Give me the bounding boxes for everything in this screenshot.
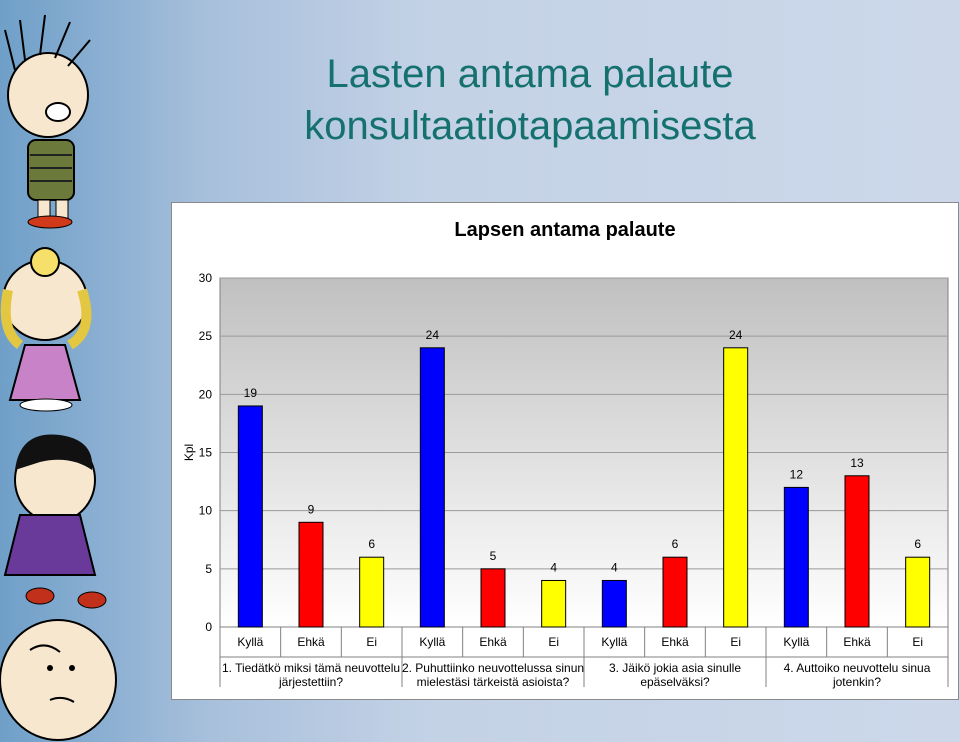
bar-value-label: 6 (672, 537, 679, 551)
bar-value-label: 24 (426, 328, 440, 342)
y-tick-label: 25 (199, 329, 213, 343)
category-tick-label: Kyllä (601, 635, 627, 649)
y-tick-label: 15 (199, 446, 213, 460)
category-tick-label: Ehkä (297, 635, 325, 649)
bar-value-label: 24 (729, 328, 743, 342)
bar-kyllä (601, 579, 627, 628)
group-label: mielestäsi tärkeistä asioista? (417, 675, 570, 689)
group-label: 3. Jäikö jokia asia sinulle (609, 661, 741, 675)
category-tick-label: Ehkä (479, 635, 507, 649)
bar-value-label: 19 (244, 386, 258, 400)
category-tick-label: Ei (366, 635, 377, 649)
bar-ehkä (298, 521, 324, 628)
bar-ehkä (844, 475, 870, 628)
y-tick-label: 10 (199, 504, 213, 518)
bar-chart: 0 5 10 15 20 25 30 Kpl 19 Kyllä 9 Ehkä 6 Ei 1. Tiedätk… (182, 271, 949, 689)
category-tick-label: Kyllä (783, 635, 809, 649)
group-label: järjestettiin? (278, 675, 343, 689)
y-tick-label: 5 (205, 562, 212, 576)
group-label: jotenkin? (832, 675, 881, 689)
slide-title-line2: konsultaatiotapaamisesta (304, 104, 756, 148)
category-tick-label: Ehkä (843, 635, 871, 649)
bar-value-label: 4 (611, 560, 618, 574)
category-tick-label: Kyllä (237, 635, 263, 649)
cartoon-girl-dark-hair (3, 434, 107, 609)
y-axis-label: Kpl (182, 444, 196, 461)
bar-ehkä (480, 568, 506, 628)
category-tick-label: Ei (730, 635, 741, 649)
bar-value-label: 9 (308, 502, 315, 516)
bar-kyllä (783, 486, 809, 628)
cartoon-figures (0, 14, 117, 741)
bar-kyllä (237, 405, 263, 628)
bar-value-label: 6 (914, 537, 921, 551)
group-label: epäselväksi? (640, 675, 710, 689)
bar-value-label: 12 (790, 467, 804, 481)
bar-value-label: 13 (850, 456, 864, 470)
bar-ei (541, 579, 567, 628)
bar-kyllä (419, 347, 445, 628)
group-label: 2. Puhuttiinko neuvottelussa sinun (402, 661, 584, 675)
slide-title: Lasten antama palaute konsultaatiotapaam… (200, 48, 860, 152)
group-label: 1. Tiedätkö miksi tämä neuvottelu (222, 661, 400, 675)
category-tick-label: Ei (912, 635, 923, 649)
category-tick-label: Ei (548, 635, 559, 649)
y-tick-label: 20 (199, 387, 213, 401)
bar-value-label: 6 (368, 537, 375, 551)
cartoon-girl-curly (0, 247, 92, 412)
y-tick-label: 0 (205, 620, 212, 634)
cartoon-boy-shouting (4, 14, 91, 229)
group-label: 4. Auttoiko neuvottelu sinua (784, 661, 931, 675)
bar-ei (905, 556, 931, 628)
chart-container: Lapsen antama palaute 0 5 10 15 20 25 30 Kpl 19 K… (171, 202, 959, 700)
y-tick-label: 30 (199, 271, 213, 285)
bar-value-label: 4 (550, 560, 557, 574)
bar-ei (359, 556, 385, 628)
bar-ei (723, 347, 749, 628)
category-tick-label: Kyllä (419, 635, 445, 649)
cartoon-boy-round-head (0, 619, 117, 741)
bar-ehkä (662, 556, 688, 628)
slide-title-line1: Lasten antama palaute (326, 52, 734, 96)
bar-value-label: 5 (490, 549, 497, 563)
category-tick-label: Ehkä (661, 635, 689, 649)
chart-title: Lapsen antama palaute (454, 219, 676, 241)
